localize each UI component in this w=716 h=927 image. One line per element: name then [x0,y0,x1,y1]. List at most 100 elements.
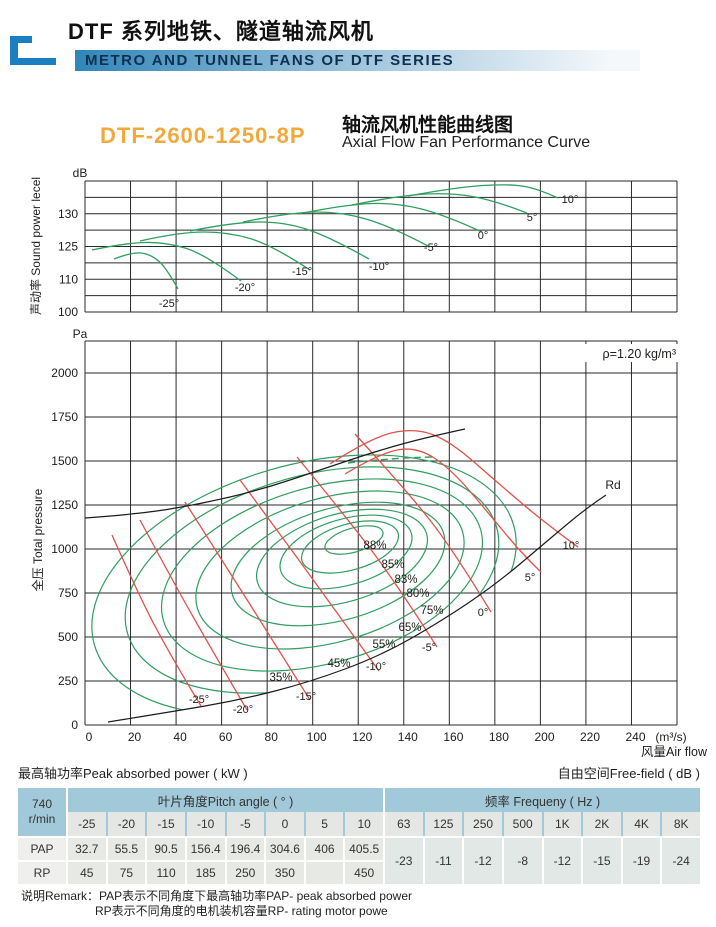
table-value-cell: 304.6 [266,838,304,860]
frequency-cell: 4K [622,812,661,836]
y-tick-label: 0 [71,718,78,732]
pitch-curve-label: -10° [366,661,386,673]
table-captions: 最高轴功率Peak absorbed power ( kW ) 自由空间Free… [18,763,700,782]
header-bracket-icon [10,36,18,65]
density-label-bg [580,344,678,362]
y-tick-label: 125 [58,240,78,254]
x-tick-label: 20 [128,730,142,744]
frequency-cell: 1K [543,812,582,836]
x-tick-label: 160 [443,730,463,744]
y-tick-label: 2000 [51,366,78,380]
x-tick-label: 40 [173,730,187,744]
freefield-value-cell: -15 [583,838,621,884]
noise-curve--25° [113,252,179,290]
y-tick-label: 1750 [51,410,78,424]
table-value-cell: 32.7 [68,838,106,860]
pitch-curve-5° [344,448,542,573]
y-tick-label: 110 [59,272,78,286]
efficiency-contour-80% [255,508,429,608]
efficiency-contour-85% [300,520,400,574]
pitch-curve-label: 10° [563,540,580,552]
remark: 说明Remark：PAP表示不同角度下最高轴功率PAP- peak absorb… [21,889,412,919]
frequency-cell: 250 [464,812,502,836]
y-axis-title: 全压 Total pressure [30,488,45,591]
table-value-cell: 185 [186,862,225,884]
noise-curve-label: -10° [369,261,389,273]
efficiency-contour-65% [195,490,465,650]
pitch-curve-label: -25° [189,694,209,706]
frequency-cell: 125 [424,812,463,836]
x-tick-label: 120 [352,730,372,744]
noise-curve--15° [139,231,311,271]
noise-curve--20° [91,241,242,282]
freefield-value-cell: -8 [503,838,542,884]
pitch-curve-label: -15° [296,691,316,703]
y-tick-label: 250 [58,674,78,688]
remark-line-1: 说明Remark：PAP表示不同角度下最高轴功率PAP- peak absorb… [21,889,412,903]
efficiency-label: 75% [420,605,443,617]
noise-curve-5° [351,193,528,214]
pitch-curve--25° [111,534,202,707]
grid [84,180,678,313]
fan-model-code: DTF-2600-1250-8P [100,123,306,148]
table-value-cell: 350 [266,862,304,884]
efficiency-label: 83% [394,574,417,586]
pitch-angle-cell: -20 [107,812,146,836]
y-unit-label: dB [73,166,88,180]
frequency-band: 频率 Frequeny ( Hz ) 63 125 250 500 1K 2K 4K 8K [385,788,700,836]
pitch-curve-0° [354,433,492,613]
table-value-cell: 45 [68,862,106,884]
table-value-cell: 406 [305,838,344,860]
x-tick-label: 240 [625,730,645,744]
pitch-curve--10° [239,479,380,672]
pitch-curve-label: 5° [525,572,536,584]
freefield-value-cell: -11 [424,838,463,884]
page-subtitle: METRO AND TUNNEL FANS OF DTF SERIES [85,52,455,69]
pitch-curve--20° [139,519,248,711]
efficiency-label: 85% [381,559,404,571]
table-value-cell: 450 [345,862,383,884]
pitch-curve--5° [296,456,438,648]
performance-chart: Pa 2000 1750 1500 1250 1000 750 500 250 00 20 40 60 8… [30,327,708,759]
y-tick-label: 1250 [51,498,78,512]
table-caption-right: 自由空间Free-field ( dB ) [557,766,700,781]
table-value-cell [305,862,344,884]
pitch-curve-10° [329,430,579,548]
table-value-cell: 75 [107,862,146,884]
x-tick-label: 200 [534,730,554,744]
frequency-cell: 2K [583,812,621,836]
boundary-label: Rd [605,478,620,492]
noise-curve-label: 5° [527,212,538,224]
pitch-angle-cells: -25 -20 -15 -10 -5 0 5 10 [68,812,383,836]
x-tick-label: 140 [398,730,418,744]
freefield-value-cell: -24 [662,838,700,884]
speed-unit: r/min [28,812,56,826]
row-label-PAP: PAP [18,838,66,860]
grid [84,340,678,726]
remark-line-2: RP表示不同角度的电机装机容量RP- rating motor powe [95,904,388,918]
efficiency-contour-88% [324,525,384,555]
table-value-cell: 110 [147,862,185,884]
speed-value: 740 [31,797,53,811]
y-tick-label: 750 [58,586,78,600]
pitch-angle-cell: 10 [345,812,383,836]
freefield-value-cell: -12 [543,838,582,884]
table-value-cell: 90.5 [147,838,185,860]
noise-curve-label: -25° [159,298,179,310]
y-tick-label: 1500 [51,454,78,468]
y-tick-label: 1000 [51,542,78,556]
table-value-cell: 55.5 [107,838,146,860]
pitch-curve--15° [184,501,311,701]
frequency-cell: 500 [503,812,542,836]
dynamic-pressure-curve [107,494,607,723]
y-axis-title: 声动率 Sound power lecel [28,177,43,315]
y-tick-label: 130 [58,207,78,221]
pitch-curve-label: 0° [478,607,489,619]
pitch-angle-cell: 5 [305,812,344,836]
efficiency-contour-83% [279,514,413,590]
chart-title-zh: 轴流风机性能曲线图 [342,115,514,136]
header-bracket-icon [10,58,56,65]
noise-curve-label: -15° [292,266,312,278]
table-value-cell: 250 [226,862,265,884]
